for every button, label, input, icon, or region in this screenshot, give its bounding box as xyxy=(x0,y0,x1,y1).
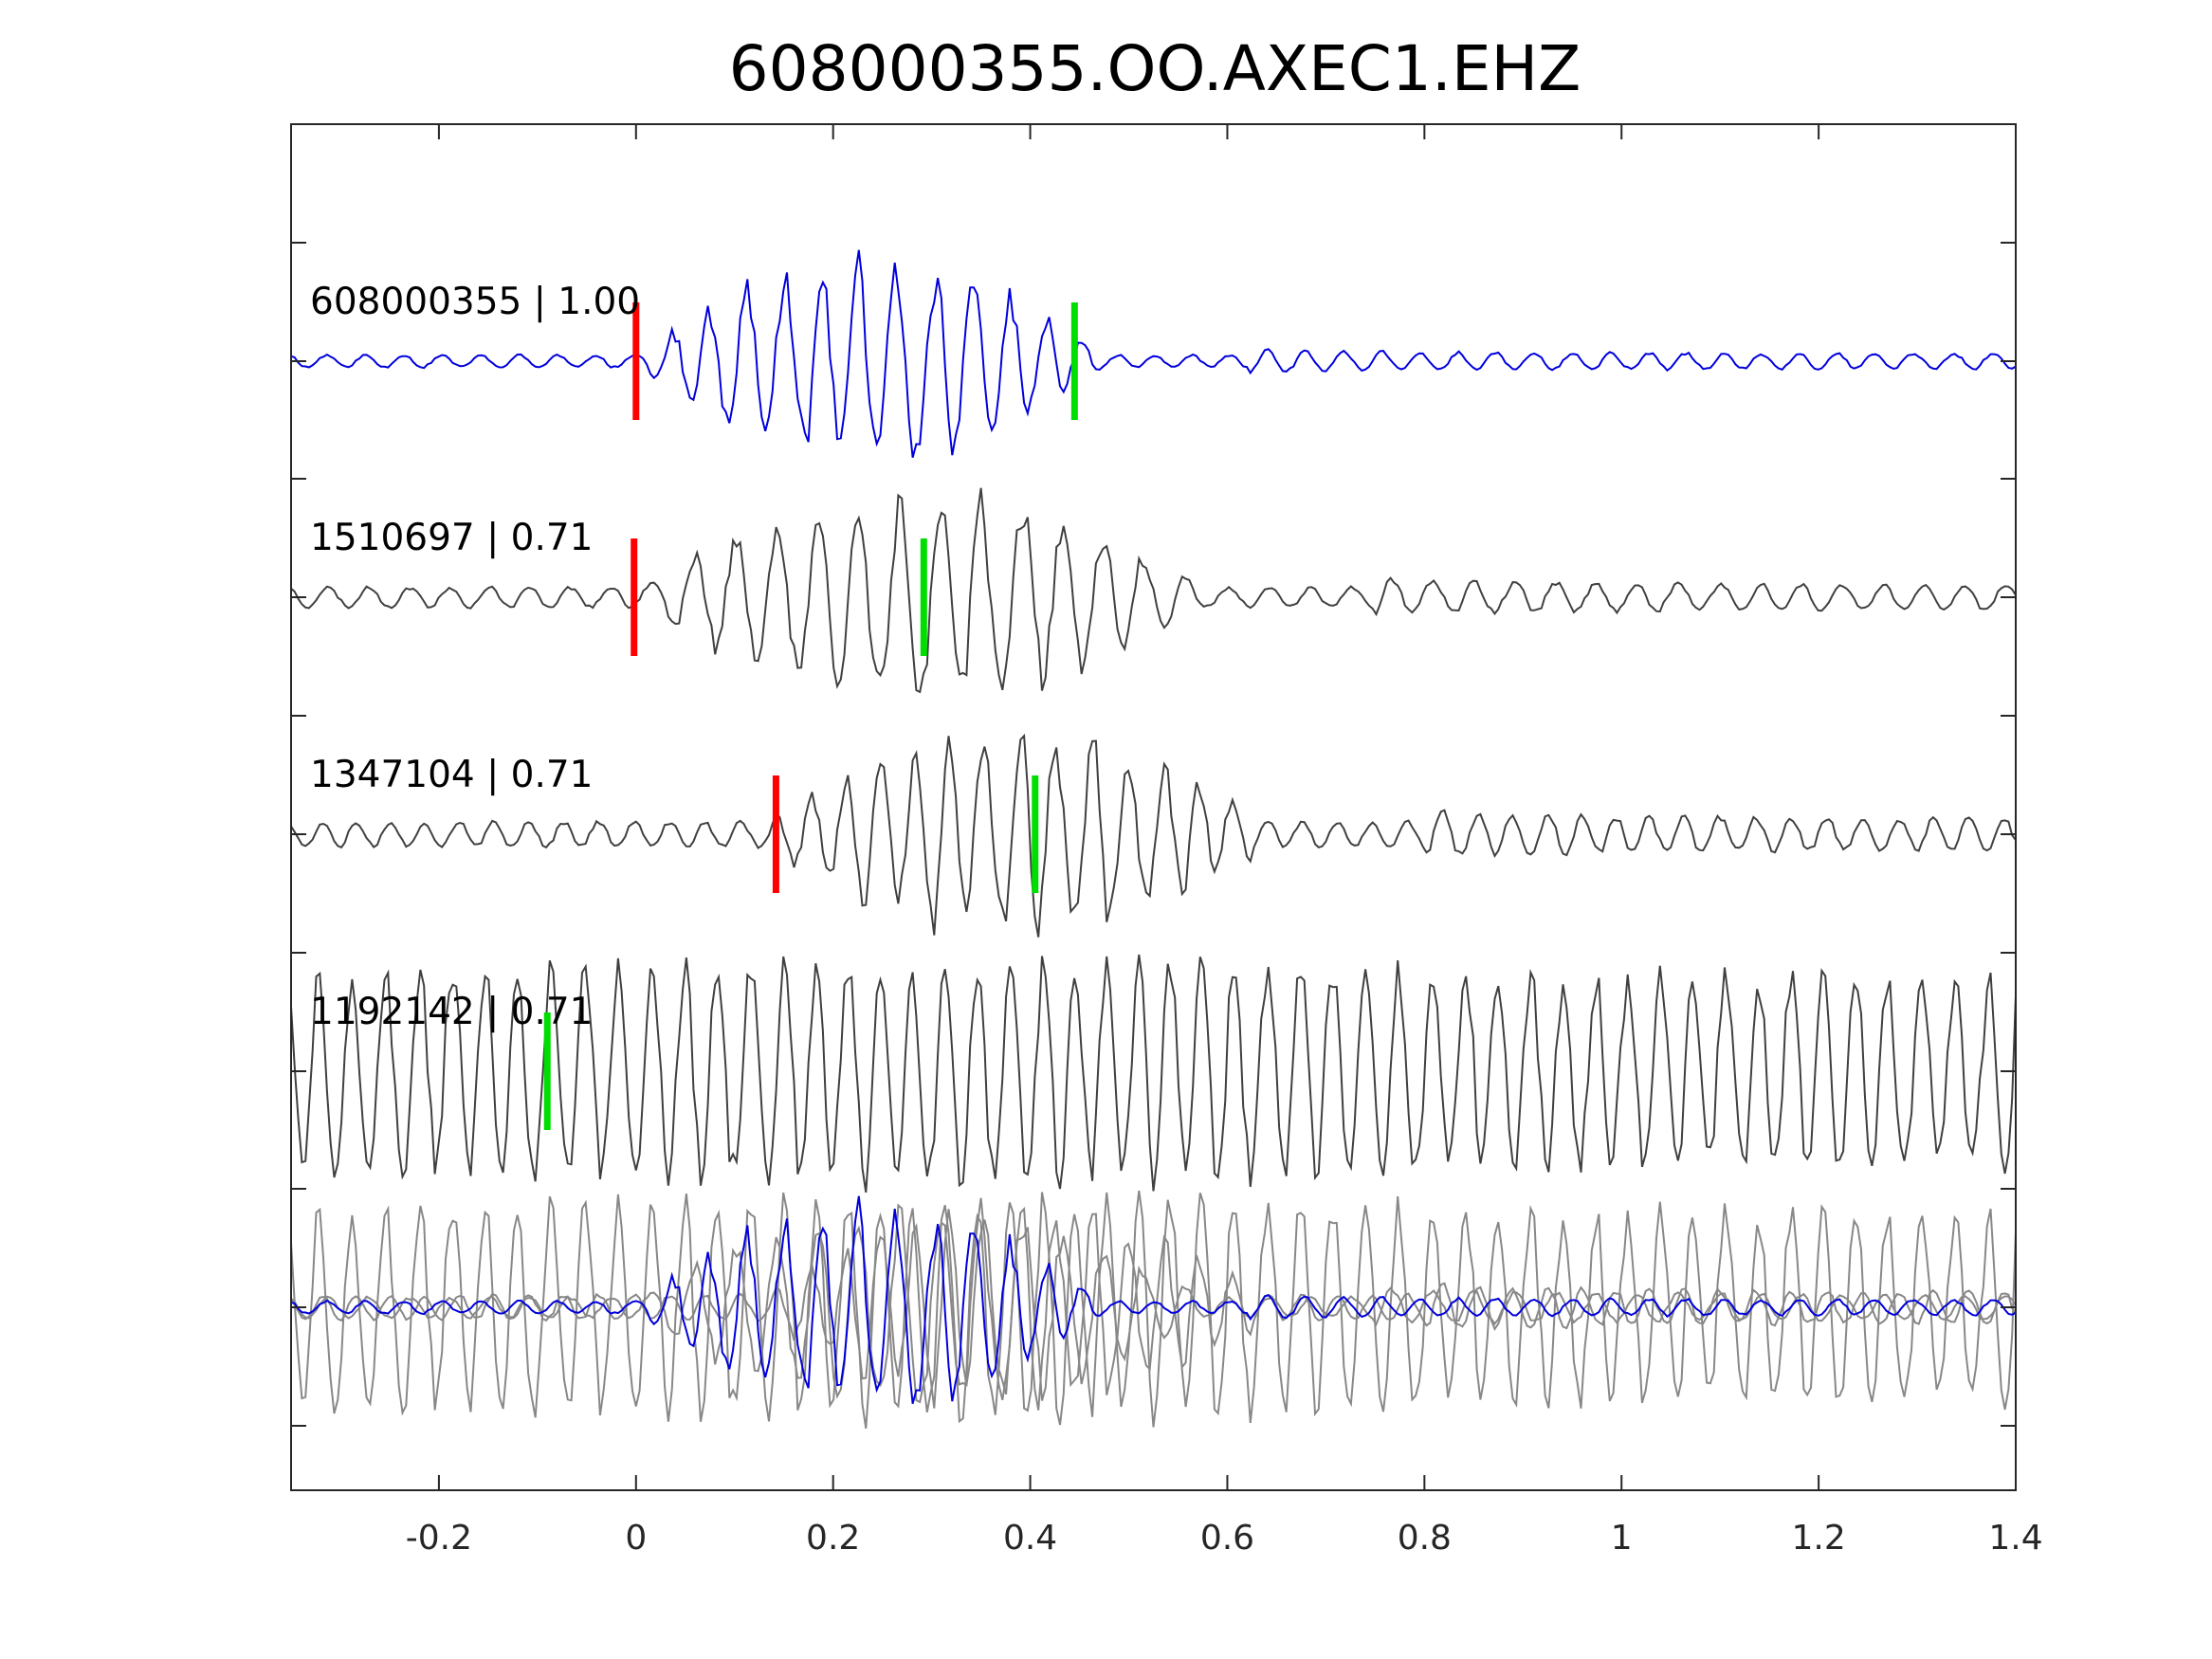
ticks-layer xyxy=(291,124,2017,1490)
x-tick-label: -0.2 xyxy=(406,1519,472,1558)
trace-label-4: 1192142 | 0.71 xyxy=(310,991,593,1033)
trace-line-3 xyxy=(290,733,2017,938)
overlay-trace-1 xyxy=(290,1195,2017,1404)
x-tick-label: 0.2 xyxy=(806,1519,860,1558)
trace-line-4 xyxy=(290,954,2017,1193)
trace-label-2: 1510697 | 0.71 xyxy=(310,517,593,559)
trace-line-1 xyxy=(290,249,2017,458)
labels-layer: 608000355 | 1.00 1510697 | 0.71 1347104 | … xyxy=(310,281,640,1033)
tick-labels-layer: -0.2 0 0.2 0.4 0.6 0.8 1 1.2 1.4 xyxy=(406,1519,2043,1558)
x-tick-label: 0 xyxy=(625,1519,647,1558)
x-tick-label: 0.4 xyxy=(1003,1519,1057,1558)
overlay-trace-3 xyxy=(290,1206,2017,1411)
trace-label-3: 1347104 | 0.71 xyxy=(310,754,593,796)
x-tick-label: 1 xyxy=(1611,1519,1633,1558)
x-tick-label: 0.8 xyxy=(1398,1519,1452,1558)
x-tick-label: 0.6 xyxy=(1200,1519,1254,1558)
chart-title: 608000355.OO.AXEC1.EHZ xyxy=(729,32,1581,105)
trace-line-2 xyxy=(290,487,2017,694)
x-tick-label: 1.4 xyxy=(1988,1519,2042,1558)
picks-layer xyxy=(543,302,1078,1130)
trace-label-1: 608000355 | 1.00 xyxy=(310,281,640,323)
traces-layer xyxy=(290,249,2017,1429)
axes-box xyxy=(290,123,2017,1491)
x-tick-label: 1.2 xyxy=(1791,1519,1845,1558)
overlay-trace-4 xyxy=(290,1190,2017,1429)
